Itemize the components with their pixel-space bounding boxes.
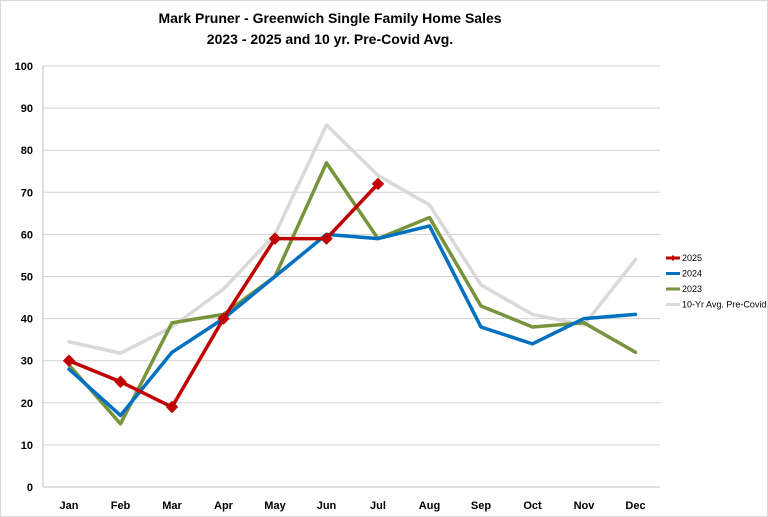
- series-line-2023: [67, 161, 638, 426]
- y-tick-label-90: 90: [21, 103, 33, 115]
- y-tick-label-100: 100: [15, 61, 33, 73]
- data-point-2025-jan: [62, 354, 76, 367]
- y-tick-label-40: 40: [21, 314, 33, 326]
- x-tick-label-nov: Nov: [574, 500, 596, 512]
- x-tick-label-sep: Sep: [471, 500, 491, 512]
- legend-label-2023: 2023: [682, 284, 702, 294]
- x-tick-label-oct: Oct: [523, 500, 542, 512]
- x-tick-label-may: May: [264, 500, 286, 512]
- x-tick-label-jul: Jul: [370, 500, 386, 512]
- y-tick-label-20: 20: [21, 398, 33, 410]
- data-point-2025-may: [268, 232, 282, 245]
- y-tick-label-10: 10: [21, 440, 33, 452]
- chart-title-line-2: 2023 - 2025 and 10 yr. Pre-Covid Avg.: [206, 31, 454, 47]
- y-tick-label-70: 70: [21, 187, 33, 199]
- series-line-2024: [67, 224, 638, 418]
- x-tick-label-dec: Dec: [625, 500, 645, 512]
- y-tick-label-60: 60: [21, 229, 33, 241]
- data-point-2025-apr: [217, 312, 230, 325]
- y-tick-label-50: 50: [21, 272, 33, 284]
- data-point-2025-jul: [371, 177, 385, 191]
- legend-label-2024: 2024: [682, 269, 702, 279]
- data-point-2025-mar: [165, 400, 179, 414]
- series-line-10-yr-avg-pre-covid: [67, 123, 638, 355]
- y-tick-label-0: 0: [27, 482, 33, 494]
- series-line-2025: [67, 182, 380, 409]
- x-tick-label-feb: Feb: [111, 500, 131, 512]
- x-tick-label-mar: Mar: [162, 500, 182, 512]
- x-tick-label-apr: Apr: [214, 500, 234, 512]
- legend-label-10-yr-avg-pre-covid: 10-Yr Avg. Pre-Covid: [682, 300, 766, 310]
- x-tick-label-aug: Aug: [419, 500, 440, 512]
- x-tick-label-jan: Jan: [60, 500, 79, 512]
- data-point-2025-feb: [114, 375, 127, 388]
- y-tick-label-30: 30: [21, 356, 33, 368]
- y-tick-label-80: 80: [21, 145, 33, 157]
- x-tick-label-jun: Jun: [317, 500, 337, 512]
- chart-title-line-1: Mark Pruner - Greenwich Single Family Ho…: [158, 10, 502, 26]
- legend-marker-2025: [670, 255, 676, 261]
- data-point-2025-jun: [320, 232, 333, 245]
- legend-label-2025: 2025: [682, 253, 702, 263]
